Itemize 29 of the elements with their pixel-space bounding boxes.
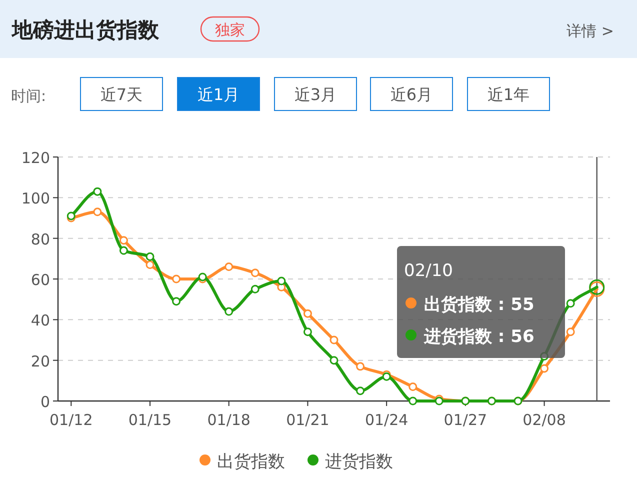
text: 近1年 bbox=[487, 85, 530, 104]
legend-label: 出货指数 bbox=[217, 452, 285, 472]
x-tick-label: 02/08 bbox=[522, 411, 566, 429]
tooltip: 02/10 出货指数 : 55 进货指数 : 56 bbox=[397, 246, 565, 358]
y-tick-label: 60 bbox=[30, 271, 50, 289]
text: 近1月 bbox=[197, 85, 240, 104]
y-tick-label: 100 bbox=[21, 190, 50, 208]
legend-label: 进货指数 bbox=[325, 452, 393, 472]
text: 时间: bbox=[11, 87, 46, 105]
x-tick-label: 01/27 bbox=[444, 411, 488, 429]
x-tick-label: 01/15 bbox=[128, 411, 172, 429]
y-tick-label: 0 bbox=[40, 393, 50, 411]
text: 近6月 bbox=[390, 85, 433, 104]
x-tick-label: 01/18 bbox=[207, 411, 250, 429]
x-tick-label: 01/24 bbox=[364, 411, 408, 429]
y-tick-label: 20 bbox=[30, 352, 50, 370]
y-tick-label: 120 bbox=[21, 149, 50, 167]
text: 近3月 bbox=[294, 85, 337, 104]
annotation: 进货指数 : 56 bbox=[423, 327, 534, 347]
chart-title: 地磅进出货指数 bbox=[11, 18, 160, 42]
y-tick-label: 40 bbox=[30, 312, 50, 330]
text: 近7天 bbox=[100, 85, 143, 104]
y-tick-label: 80 bbox=[30, 230, 50, 248]
text: 详情 > bbox=[566, 22, 614, 40]
annotation: 02/10 bbox=[404, 261, 453, 281]
x-tick-label: 01/12 bbox=[50, 411, 93, 429]
annotation: 出货指数 : 55 bbox=[424, 295, 534, 315]
chart-subtitle: 独家 bbox=[215, 21, 245, 39]
x-tick-label: 01/21 bbox=[286, 411, 330, 429]
